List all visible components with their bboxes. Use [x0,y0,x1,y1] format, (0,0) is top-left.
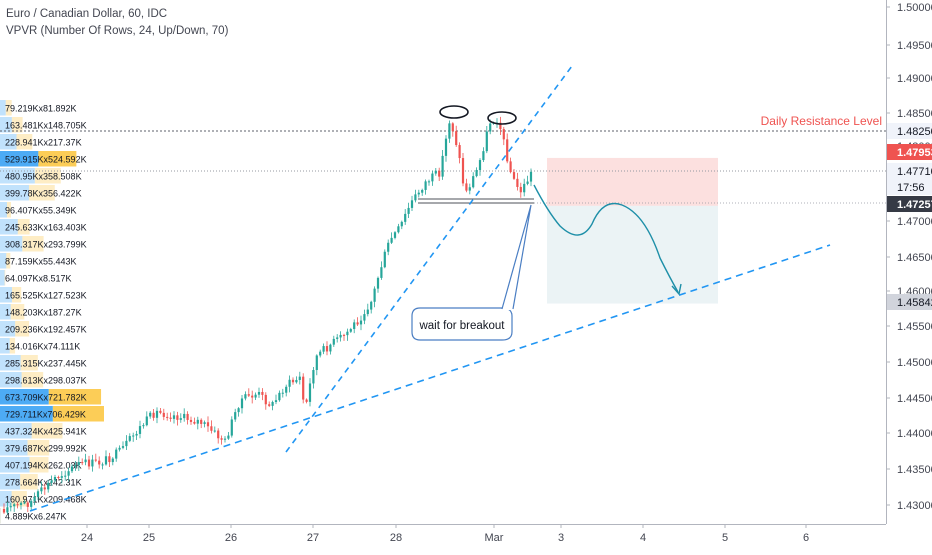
svg-text:480.95Kx358.508K: 480.95Kx358.508K [5,172,82,182]
price-tick-label: 1.46500 [897,252,932,264]
price-tick-label: 1.49500 [897,40,932,52]
svg-text:729.711Kx706.429K: 729.711Kx706.429K [5,410,86,420]
svg-text:4.889Kx6.247K: 4.889Kx6.247K [5,512,67,522]
svg-text:79.219Kx81.892K: 79.219Kx81.892K [5,104,77,114]
price-tag: 1.47953 [887,144,932,160]
svg-text:148.203Kx187.27K: 148.203Kx187.27K [5,308,82,318]
svg-text:379.687Kx299.992K: 379.687Kx299.992K [5,444,87,454]
svg-text:1.47257: 1.47257 [897,199,932,211]
price-tick-label: 1.48500 [897,108,932,120]
svg-text:17:56: 17:56 [897,182,925,194]
svg-text:1.47710: 1.47710 [897,166,932,178]
svg-text:298.613Kx298.037K: 298.613Kx298.037K [5,376,87,386]
svg-text:399.78Kx356.422K: 399.78Kx356.422K [5,189,82,199]
svg-text:134.016Kx74.111K: 134.016Kx74.111K [5,342,80,352]
price-tag: 1.47710 [887,163,932,179]
svg-text:228.941Kx217.37K: 228.941Kx217.37K [5,138,82,148]
svg-text:209.236Kx192.457K: 209.236Kx192.457K [5,325,87,335]
symbol-title[interactable]: Euro / Canadian Dollar, 60, IDC [6,8,167,20]
svg-text:96.407Kx55.349K: 96.407Kx55.349K [5,206,77,216]
price-tick-label: 1.49000 [897,73,932,85]
svg-text:64.097Kx8.517K: 64.097Kx8.517K [5,274,72,284]
price-tick-label: 1.45500 [897,321,932,333]
time-tick-label: 25 [143,532,155,544]
indicator-title[interactable]: VPVR (Number Of Rows, 24, Up/Down, 70) [6,25,228,37]
price-tick-label: 1.47000 [897,216,932,228]
time-tick-label: 3 [558,532,564,544]
price-tick-label: 1.44500 [897,393,932,405]
svg-text:308.317Kx293.799K: 308.317Kx293.799K [5,240,87,250]
price-tag: 1.48250 [887,123,932,139]
price-tag: 1.47257 [887,196,932,212]
time-tick-label: 6 [803,532,809,544]
svg-text:165.525Kx127.523K: 165.525Kx127.523K [5,291,87,301]
time-tick-label: Mar [485,532,504,544]
svg-text:285.315Kx237.445K: 285.315Kx237.445K [5,359,87,369]
price-tick-label: 1.44000 [897,428,932,440]
svg-text:87.159Kx55.443K: 87.159Kx55.443K [5,257,77,267]
time-tick-label: 27 [307,532,319,544]
svg-text:163.481Kx148.705K: 163.481Kx148.705K [5,121,87,131]
candle [302,373,304,403]
price-tag: 17:56 [887,179,932,195]
resistance-label: Daily Resistance Level [761,114,882,128]
price-tick-label: 1.43000 [897,500,932,512]
time-tick-label: 26 [225,532,237,544]
candle [231,416,233,437]
svg-text:437.324Kx425.941K: 437.324Kx425.941K [5,427,87,437]
price-tick-label: 1.50000 [897,2,932,14]
time-tick-label: 4 [640,532,646,544]
volume-profile-row: 529.915Kx524.592K [0,151,87,167]
svg-text:278.664Kx242.31K: 278.664Kx242.31K [5,478,82,488]
time-tick-label: 28 [390,532,402,544]
take-profit-zone[interactable] [547,206,718,304]
time-tick-label: 5 [722,532,728,544]
time-tick-label: 24 [81,532,93,544]
callout-text: wait for breakout [418,320,505,332]
svg-text:529.915Kx524.592K: 529.915Kx524.592K [5,155,87,165]
svg-text:1.47953: 1.47953 [897,147,932,159]
volume-profile-row: 729.711Kx706.429K [0,406,104,422]
volume-profile-row: 673.709Kx721.782K [0,389,101,405]
svg-text:1.48250: 1.48250 [897,126,932,138]
stop-loss-zone[interactable] [547,158,718,206]
candle [384,249,386,268]
svg-text:407.194Kx262.03K: 407.194Kx262.03K [5,461,82,471]
price-tick-label: 1.45000 [897,357,932,369]
svg-text:245.633Kx163.403K: 245.633Kx163.403K [5,223,87,233]
svg-text:673.709Kx721.782K: 673.709Kx721.782K [5,393,87,403]
price-tick-label: 1.43500 [897,464,932,476]
